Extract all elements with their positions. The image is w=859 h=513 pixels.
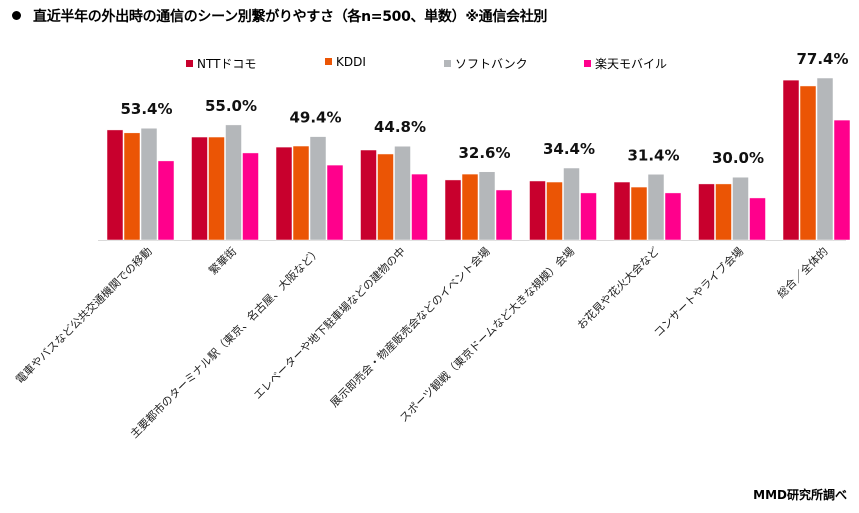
bar <box>664 192 682 241</box>
bar <box>715 183 732 241</box>
bar <box>647 174 665 241</box>
bar <box>106 129 124 241</box>
bullet-icon <box>12 10 21 20</box>
legend: NTTドコモ KDDI ソフトバンク 楽天モバイル <box>0 55 859 73</box>
bar <box>123 132 141 241</box>
data-label: 55.0% <box>205 97 257 115</box>
bar <box>529 180 546 241</box>
data-label: 31.4% <box>627 146 679 164</box>
legend-swatch <box>325 58 332 65</box>
legend-item-ntt-docomo: NTTドコモ <box>186 55 256 72</box>
bar <box>292 145 310 241</box>
bar <box>225 124 242 241</box>
legend-item-rakuten-mobile: 楽天モバイル <box>584 55 667 72</box>
bar <box>394 145 411 241</box>
bar <box>749 197 766 241</box>
data-label: 30.0% <box>712 149 764 167</box>
bar <box>546 181 563 241</box>
bar <box>360 149 377 241</box>
bar <box>208 136 225 241</box>
chart-title-text: 直近半年の外出時の通信のシーン別繋がりやすさ（各n=500、単数）※通信会社別 <box>33 9 548 25</box>
category-label: 展示即売会・物産販売会などのイベント会場 <box>327 244 492 409</box>
data-label: 53.4% <box>120 100 172 118</box>
category-label: コンサートやライブ会場 <box>651 244 746 339</box>
category-label: 繁華街 <box>206 244 239 277</box>
bar <box>444 179 462 241</box>
bar <box>191 136 208 241</box>
source-credit: MMD研究所調べ <box>753 488 847 502</box>
bar <box>309 136 327 241</box>
legend-swatch <box>444 60 451 67</box>
category-label: スポーツ観戦（東京ドームなど大きな規模）会場 <box>396 244 577 425</box>
bar <box>140 127 158 241</box>
category-label: エレベーターや地下駐車場などの建物の中 <box>250 244 408 402</box>
bar <box>242 152 259 241</box>
bar <box>613 181 631 241</box>
legend-label: 楽天モバイル <box>595 57 668 71</box>
category-label: 主要都市のターミナル駅（東京、名古屋、大阪など） <box>127 244 324 441</box>
bar <box>377 153 394 241</box>
data-label: 77.4% <box>796 50 848 68</box>
bar <box>563 167 580 241</box>
bar <box>580 192 597 241</box>
bar <box>275 146 293 241</box>
bar <box>833 119 851 241</box>
legend-item-kddi: KDDI <box>325 55 366 69</box>
bar <box>782 79 800 241</box>
data-label: 49.4% <box>289 109 341 127</box>
bar <box>799 85 817 241</box>
bar <box>698 183 715 241</box>
data-label: 34.4% <box>543 140 595 158</box>
bar <box>732 176 749 241</box>
legend-item-softbank: ソフトバンク <box>444 55 528 72</box>
category-label: お花見や花火大会など <box>574 244 662 332</box>
legend-swatch <box>186 60 193 67</box>
legend-label: NTTドコモ <box>197 57 257 71</box>
legend-label: ソフトバンク <box>455 57 528 71</box>
bar <box>495 189 513 241</box>
data-label: 44.8% <box>374 118 426 136</box>
legend-label: KDDI <box>336 55 366 69</box>
bar <box>411 173 428 241</box>
data-label: 32.6% <box>458 144 510 162</box>
bar <box>478 171 496 241</box>
category-label: 総合／全体的 <box>774 244 831 301</box>
bar <box>326 164 344 241</box>
bar <box>630 186 648 241</box>
category-label: 電車やバスなど公共交通機関での移動 <box>12 244 154 386</box>
chart-title: 直近半年の外出時の通信のシーン別繋がりやすさ（各n=500、単数）※通信会社別 <box>12 6 547 26</box>
legend-swatch <box>584 60 591 67</box>
bar <box>816 77 834 241</box>
bar <box>157 160 175 241</box>
bar <box>461 173 479 241</box>
